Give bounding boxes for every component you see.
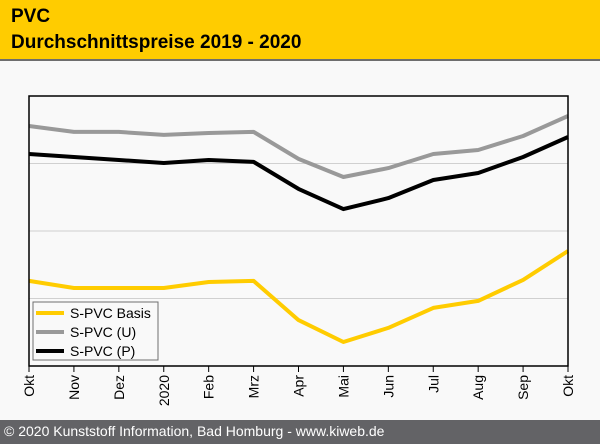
series-lines xyxy=(28,114,570,344)
x-tick-label: Feb xyxy=(201,375,217,399)
x-tick-label: Okt xyxy=(21,375,37,397)
legend: S-PVC Basis S-PVC (U) S-PVC (P) xyxy=(32,301,159,361)
legend-label: S-PVC Basis xyxy=(70,305,151,321)
footer: © 2020 Kunststoff Information, Bad Hombu… xyxy=(0,420,600,444)
series-line-s-pvc-basis xyxy=(28,249,570,344)
x-tick-label: Okt xyxy=(560,375,576,397)
x-tick-label: Apr xyxy=(291,375,307,397)
x-tick-label: Jun xyxy=(380,375,396,398)
series-line-s-pvc-u xyxy=(28,114,569,179)
gridlines xyxy=(29,163,568,299)
series-line-s-pvc-p xyxy=(28,135,569,212)
x-tick-label: Sep xyxy=(515,375,531,400)
x-tick-label: Aug xyxy=(470,375,486,400)
x-tick-label: Mrz xyxy=(246,375,262,398)
x-tick-label: Mai xyxy=(335,375,351,398)
copyright-text: © 2020 Kunststoff Information, Bad Hombu… xyxy=(4,423,385,439)
x-tick-label: Jul xyxy=(425,375,441,393)
x-tick-label: Nov xyxy=(66,375,82,400)
x-tick-label: Dez xyxy=(111,375,127,400)
legend-label: S-PVC (P) xyxy=(70,343,135,359)
chart-header: PVC Durchschnittspreise 2019 - 2020 xyxy=(0,0,600,61)
chart-subtitle: Durchschnittspreise 2019 - 2020 xyxy=(11,32,302,53)
chart-title: PVC xyxy=(11,6,51,27)
x-tick-label: 2020 xyxy=(156,375,172,406)
x-axis: Okt Nov Dez 2020 Feb Mrz Apr Mai Jun Jul Aug Sep Okt xyxy=(21,366,576,406)
legend-label: S-PVC (U) xyxy=(70,324,136,340)
